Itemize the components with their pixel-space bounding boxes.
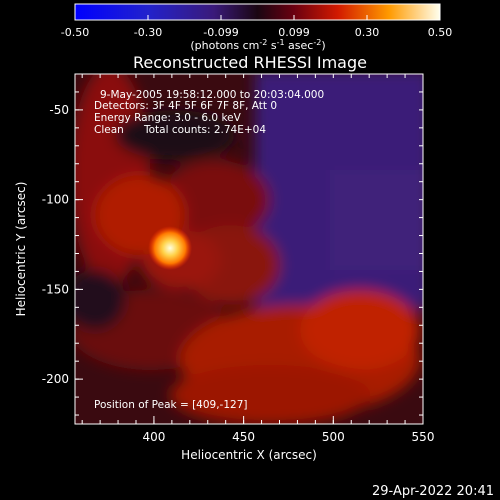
colorbar-gradient: [74, 3, 441, 21]
colorbar-tick-label: 0.30: [355, 26, 380, 39]
emission-blobs: [75, 74, 423, 424]
solar-image: [75, 74, 423, 424]
y-tick-label: -150: [42, 282, 69, 296]
colorbar-tick-label: -0.099: [203, 26, 238, 39]
y-tick-label: -200: [42, 372, 69, 386]
x-axis-label: Heliocentric X (arcsec): [181, 448, 317, 462]
colorbar-tick-label: 0.099: [278, 26, 310, 39]
colorbar-units: (photons cm-2 s-1 asec-2): [190, 38, 325, 52]
detectors-text: Detectors: 3F 4F 5F 6F 7F 8F, Att 0: [94, 100, 277, 112]
plot-title: Reconstructed RHESSI Image: [133, 53, 367, 72]
x-tick-label: 550: [412, 430, 435, 444]
x-tick-label: 500: [322, 430, 345, 444]
total-counts-text: Total counts: 2.74E+04: [143, 124, 266, 136]
y-axis-ticks: -50 -100 -150 -200: [42, 91, 423, 416]
colorbar-ticks: -0.50 -0.30 -0.099 0.099 0.30 0.50: [61, 15, 452, 39]
colorbar-tick-label: -0.30: [134, 26, 162, 39]
colorbar-tick-label: -0.50: [61, 26, 89, 39]
clean-label: Clean: [94, 124, 124, 136]
footer-timestamp: 29-Apr-2022 20:41: [372, 484, 494, 499]
y-tick-label: -50: [49, 103, 69, 117]
y-tick-label: -100: [42, 193, 69, 207]
colorbar-tick-label: 0.50: [428, 26, 453, 39]
peak-position-text: Position of Peak = [409,-127]: [94, 399, 248, 411]
x-axis-ticks: 400 450 500 550: [81, 74, 435, 444]
x-tick-label: 450: [232, 430, 255, 444]
peak-source: [148, 226, 193, 271]
plot-frame: [74, 73, 424, 425]
time-range-text: 9-May-2005 19:58:12.000 to 20:03:04.000: [100, 89, 324, 101]
energy-range-text: Energy Range: 3.0 - 6.0 keV: [94, 112, 242, 124]
x-tick-label: 400: [142, 430, 165, 444]
annotations: 9-May-2005 19:58:12.000 to 20:03:04.000 …: [94, 89, 324, 411]
colorbar: -0.50 -0.30 -0.099 0.099 0.30 0.50 (photons c…: [61, 3, 452, 52]
y-axis-label: Heliocentric Y (arcsec): [14, 182, 28, 317]
